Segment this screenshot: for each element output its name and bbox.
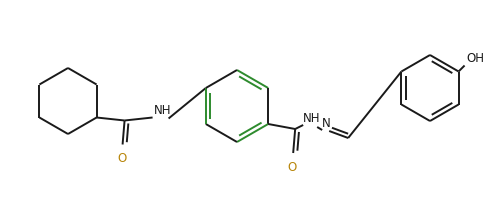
Text: O: O bbox=[288, 160, 297, 173]
Text: NH: NH bbox=[154, 104, 171, 117]
Text: O: O bbox=[117, 152, 126, 165]
Text: N: N bbox=[322, 116, 331, 129]
Text: NH: NH bbox=[303, 111, 321, 124]
Text: OH: OH bbox=[466, 51, 485, 64]
